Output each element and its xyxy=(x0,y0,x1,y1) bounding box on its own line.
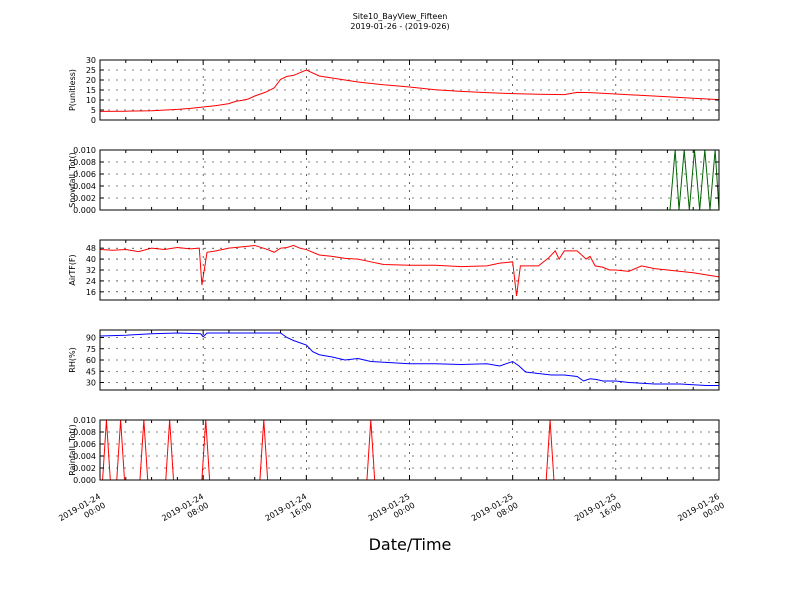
y-tick-label: 0.010 xyxy=(73,146,96,155)
y-tick-label: 40 xyxy=(86,255,96,264)
y-tick-label: 0.004 xyxy=(73,452,96,461)
y-tick-label: 32 xyxy=(86,266,96,275)
y-tick-label: 0.006 xyxy=(73,170,96,179)
y-axis-label: Snowfall_Tot() xyxy=(68,152,77,208)
y-tick-label: 90 xyxy=(86,334,96,343)
x-tick-labels: 2019-01-2400:00 2019-01-2408:00 2019-01-24… xyxy=(57,492,726,532)
y-tick-label: 0.008 xyxy=(73,158,96,167)
y-axis-label: AirTF(F) xyxy=(68,254,77,285)
x-tick-label: 2019-01-2500:00 xyxy=(367,492,417,532)
y-tick-label: 30 xyxy=(86,56,96,65)
panel-5: 0.000 0.002 0.004 0.006 0.008 0.010Rainfall_T… xyxy=(68,416,720,485)
y-tick-label: 48 xyxy=(86,244,96,253)
y-tick-label: 0.000 xyxy=(73,206,96,215)
y-tick-label: 30 xyxy=(86,379,96,388)
x-axis-label: Date/Time xyxy=(369,535,452,554)
series-line xyxy=(99,332,719,386)
y-tick-label: 25 xyxy=(86,66,96,75)
panels: 051015202530P(unitless)0.0000.0020.0040.… xyxy=(68,56,720,485)
series-line xyxy=(100,149,720,211)
y-tick-label: 0.000 xyxy=(73,476,96,485)
y-axis-label: Rainfall_Tot() xyxy=(68,424,77,476)
figure-subtitle: 2019-01-26 - (2019-026) xyxy=(350,22,449,31)
panel-2: 0.000 0.002 0.004 0.006 0.008 0.010Snowfall_T… xyxy=(68,146,720,215)
y-tick-label: 0.002 xyxy=(73,194,96,203)
figure-title: Site10_BayView_Fifteen xyxy=(353,12,448,21)
y-tick-label: 15 xyxy=(86,86,96,95)
y-tick-label: 0 xyxy=(91,116,96,125)
y-tick-label: 0.004 xyxy=(73,182,96,191)
series-line xyxy=(99,69,720,112)
y-axis-label: P(unitless) xyxy=(68,69,77,111)
x-tick-label: 2019-01-2516:00 xyxy=(573,492,623,532)
y-tick-label: 5 xyxy=(91,106,96,115)
x-tick-label: 2019-01-2408:00 xyxy=(160,492,210,532)
panel-3: 16 24 32 40 48 AirTF(F) xyxy=(68,239,720,301)
y-tick-label: 0.002 xyxy=(73,464,96,473)
x-tick-label: 2019-01-2508:00 xyxy=(470,492,520,532)
y-tick-label: 24 xyxy=(86,277,96,286)
panel-4: 30 45 60 75 90 RH(%) xyxy=(68,329,720,391)
y-tick-label: 0.006 xyxy=(73,440,96,449)
y-axis-label: RH(%) xyxy=(68,347,77,372)
y-tick-label: 16 xyxy=(86,288,96,297)
y-tick-label: 20 xyxy=(86,76,96,85)
series-line xyxy=(99,244,720,296)
x-tick-label: 2019-01-2400:00 xyxy=(57,492,107,532)
y-tick-label: 0.008 xyxy=(73,428,96,437)
x-tick-label: 2019-01-2600:00 xyxy=(676,492,726,532)
x-tick-label: 2019-01-2416:00 xyxy=(264,492,314,532)
y-tick-label: 45 xyxy=(86,367,96,376)
y-tick-label: 75 xyxy=(86,345,96,354)
y-tick-label: 60 xyxy=(86,356,96,365)
y-tick-label: 0.010 xyxy=(73,416,96,425)
y-tick-label: 10 xyxy=(86,96,96,105)
